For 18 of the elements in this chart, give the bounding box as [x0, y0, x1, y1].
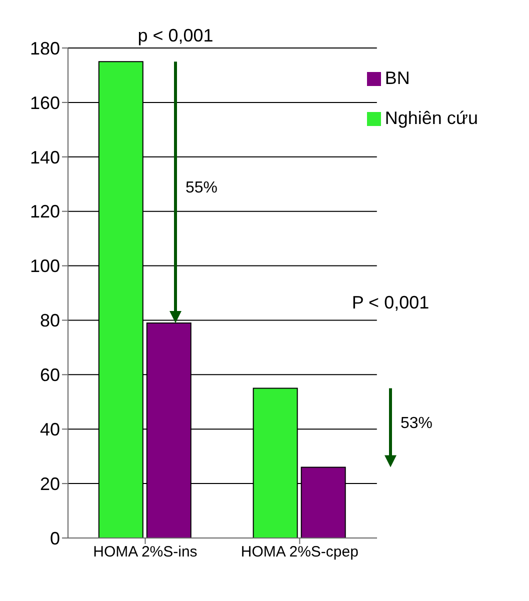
text: p < 0,001 [138, 26, 214, 46]
y-tick-label: 180 [30, 38, 60, 58]
text: 53% [400, 414, 433, 432]
x-tick-label: HOMA 2%S-ins [93, 544, 198, 561]
annotation: P < 0,001 [352, 292, 430, 312]
y-tick-label: 0 [50, 528, 60, 548]
y-tick-label: 80 [40, 310, 60, 331]
y-tick-label: 60 [40, 365, 60, 386]
legend-label: BN [384, 68, 410, 88]
x-tick-label: HOMA 2%S-cpep [240, 544, 358, 561]
y-tick-label: 160 [30, 92, 60, 113]
legend-label: Nghiên cứu [384, 108, 478, 128]
annotation: 55% [186, 179, 218, 196]
y-tick-label: 100 [30, 256, 60, 276]
y-tick-label: 20 [40, 474, 60, 494]
y-tick-label: 140 [30, 147, 60, 168]
y-tick-label: 120 [30, 202, 60, 222]
y-tick-label: 40 [40, 420, 60, 440]
